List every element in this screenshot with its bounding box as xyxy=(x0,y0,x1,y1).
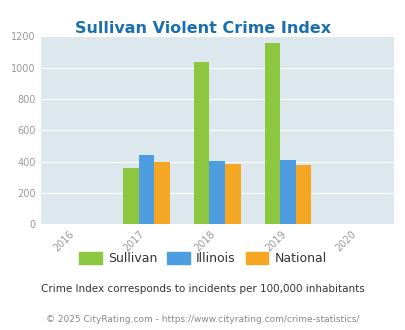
Bar xyxy=(224,164,240,224)
Text: Sullivan Violent Crime Index: Sullivan Violent Crime Index xyxy=(75,21,330,36)
Text: © 2025 CityRating.com - https://www.cityrating.com/crime-statistics/: © 2025 CityRating.com - https://www.city… xyxy=(46,315,359,324)
Text: Crime Index corresponds to incidents per 100,000 inhabitants: Crime Index corresponds to incidents per… xyxy=(41,284,364,294)
Bar xyxy=(295,165,310,224)
Bar xyxy=(139,155,154,224)
Bar xyxy=(209,161,224,224)
Bar xyxy=(154,162,169,224)
Bar xyxy=(194,62,209,224)
Bar xyxy=(123,168,139,224)
Bar xyxy=(264,43,279,224)
Bar xyxy=(279,160,295,224)
Legend: Sullivan, Illinois, National: Sullivan, Illinois, National xyxy=(74,247,331,270)
